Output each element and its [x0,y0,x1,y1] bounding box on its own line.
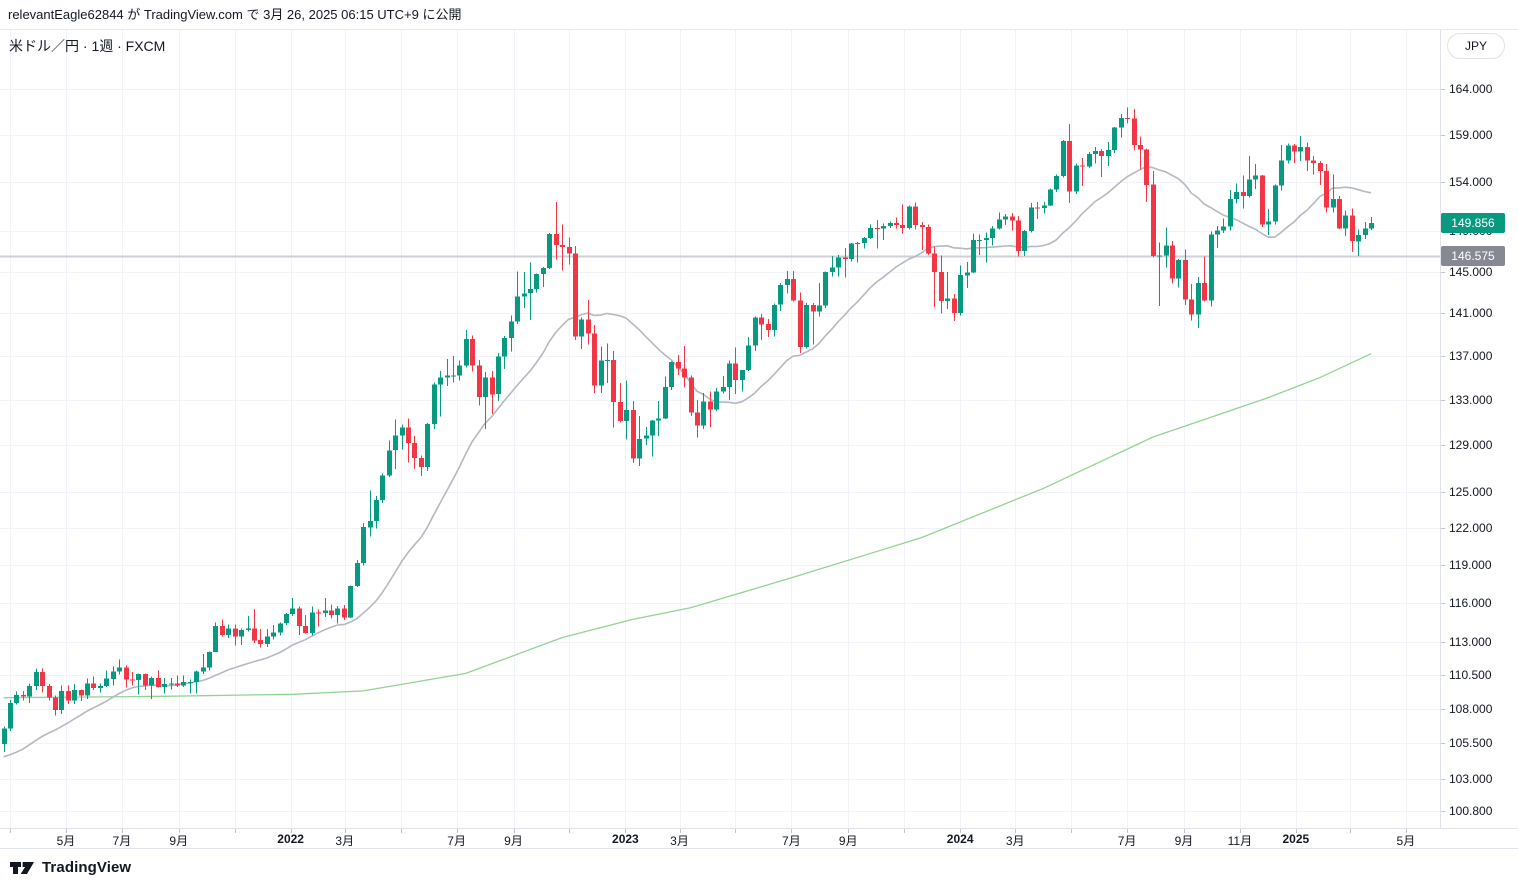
time-tick-mark [791,829,792,833]
price-tick-mark [1441,528,1445,529]
price-tick-mark [1441,492,1445,493]
time-tick-mark [401,829,402,833]
currency-unit-button[interactable]: JPY [1447,33,1505,59]
chart-title: 米ドル／円 · 1週 · FXCM [9,38,166,54]
last-price-badge: 149.856 [1441,212,1505,233]
time-tick-mark [1406,829,1407,833]
price-tick-label: 137.000 [1449,348,1493,363]
time-tick-mark [1240,829,1241,833]
time-tick-label: 3月 [670,834,689,848]
time-tick-label: 9月 [1174,834,1194,848]
price-tick-mark [1441,779,1445,780]
footer-bar: TradingView [0,848,1518,886]
price-tick-mark [1441,272,1445,273]
tradingview-logo-link[interactable]: TradingView [10,858,131,878]
price-tick-label: 145.000 [1449,264,1493,279]
price-tick-label: 125.000 [1449,484,1493,499]
time-tick-label: 3月 [1005,834,1025,848]
time-axis[interactable]: 5月 7月 9月 2022 3月 7月 9月 2023 3月 7月 9月 2024 3月 7月 9月 11月 2… [0,828,1518,848]
price-tick-label: 100.800 [1449,804,1493,818]
time-tick-label: 9月 [169,834,189,848]
attribution-text: relevantEagle62844 が TradingView.com で 3… [8,7,462,22]
time-tick-mark [291,829,292,833]
time-tick-mark [10,829,11,833]
time-tick-mark [1071,829,1072,833]
time-tick-label: 2022 [277,832,304,846]
tradingview-logo-icon [10,861,34,874]
price-tick-label: 133.000 [1449,392,1493,407]
time-tick-mark [569,829,570,833]
price-tick-mark [1441,743,1445,744]
time-tick-label: 5月 [56,834,76,848]
price-tick-label: 154.000 [1449,175,1493,190]
price-tick-mark [1441,709,1445,710]
price-axis[interactable]: JPY 149.856 146.575 164.000 159.000 154.00… [1440,30,1518,848]
time-tick-mark [960,829,961,833]
time-tick-mark [345,829,346,833]
time-tick-label: 7月 [1117,834,1137,848]
time-tick-label: 9月 [838,834,858,848]
price-tick-label: 159.000 [1449,127,1493,142]
price-tick-label: 113.000 [1449,634,1492,649]
time-tick-mark [1015,829,1016,833]
time-tick-mark [66,829,67,833]
price-tick-label: 103.000 [1449,771,1493,786]
price-tick-mark [1441,565,1445,566]
price-tick-mark [1441,182,1445,183]
price-tick-mark [1441,642,1445,643]
time-tick-mark [735,829,736,833]
price-tick-label: 108.000 [1449,701,1493,716]
attribution-bar: relevantEagle62844 が TradingView.com で 3… [0,0,1518,30]
candlestick-chart[interactable] [0,30,1440,828]
price-tick-mark [1441,811,1445,812]
time-tick-label: 7月 [447,834,466,848]
chart-area: 米ドル／円 · 1週 · FXCM JPY 149.856 146.575 16… [0,30,1518,848]
time-tick-mark [625,829,626,833]
time-tick-label: 2024 [946,832,974,846]
price-tick-mark [1441,400,1445,401]
price-tick-mark [1441,356,1445,357]
time-tick-mark [680,829,681,833]
price-tick-mark [1441,445,1445,446]
time-tick-label: 2025 [1282,832,1310,846]
time-tick-label: 9月 [504,834,523,848]
price-tick-mark [1441,675,1445,676]
time-tick-label: 3月 [335,834,355,848]
hline-price-badge: 146.575 [1441,245,1505,266]
price-tick-label: 119.000 [1449,557,1492,572]
price-tick-label: 141.000 [1449,306,1493,321]
time-tick-mark [1350,829,1351,833]
time-tick-mark [122,829,123,833]
time-tick-mark [179,829,180,833]
time-tick-mark [1296,829,1297,833]
time-tick-mark [848,829,849,833]
time-tick-mark [514,829,515,833]
time-tick-label: 7月 [112,834,132,848]
price-tick-label: 105.500 [1449,736,1493,751]
price-tick-label: 129.000 [1449,438,1493,453]
time-tick-label: 11月 [1227,834,1253,848]
price-tick-mark [1441,89,1445,90]
price-tick-label: 110.500 [1449,667,1492,682]
time-tick-label: 5月 [1396,834,1416,848]
price-tick-label: 116.000 [1449,595,1492,610]
time-tick-mark [904,829,905,833]
time-tick-label: 7月 [782,834,801,848]
time-tick-label: 2023 [612,832,639,846]
price-tick-label: 122.000 [1449,520,1493,535]
time-tick-mark [235,829,236,833]
price-tick-label: 164.000 [1449,82,1493,96]
price-tick-mark [1441,135,1445,136]
main-chart-pane[interactable]: 米ドル／円 · 1週 · FXCM [0,30,1440,828]
price-tick-mark [1441,603,1445,604]
time-tick-mark [1184,829,1185,833]
time-tick-mark [1127,829,1128,833]
time-tick-mark [457,829,458,833]
tradingview-wordmark: TradingView [42,859,132,876]
price-tick-mark [1441,313,1445,314]
